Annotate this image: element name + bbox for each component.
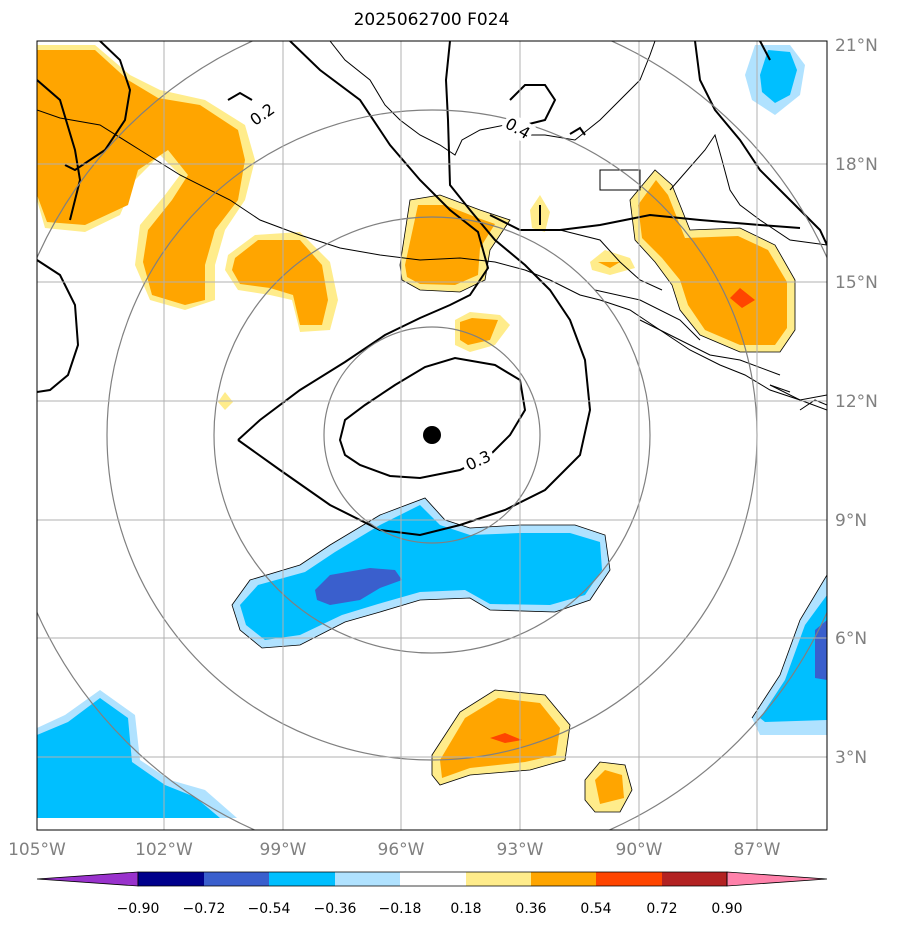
lon-tick: 102°W — [135, 840, 193, 860]
colorbar-tick: 0.90 — [711, 901, 742, 917]
lat-tick: 18°N — [835, 155, 878, 175]
colorbar-extend-low — [36, 871, 139, 887]
lon-tick: 105°W — [8, 840, 66, 860]
colorbar-segment — [662, 872, 727, 886]
colorbar-tick: −0.36 — [314, 901, 357, 917]
map-frame — [36, 40, 828, 831]
colorbar-tick: 0.18 — [450, 901, 481, 917]
colorbar-segment — [400, 872, 466, 886]
colorbar-tick: 0.72 — [646, 901, 677, 917]
lat-tick: 21°N — [835, 36, 878, 56]
coastlines — [37, 41, 827, 411]
contour-0-3 — [338, 356, 527, 480]
storm-center-marker — [423, 426, 441, 444]
colorbar-segment — [269, 872, 335, 886]
lat-tick: 15°N — [835, 273, 878, 293]
lon-tick: 99°W — [260, 840, 307, 860]
lat-tick: 12°N — [835, 392, 878, 412]
colorbar-tick: 0.54 — [580, 901, 611, 917]
colorbar-segment — [531, 872, 596, 886]
colorbar-tick-labels: −0.90 −0.72 −0.54 −0.36 −0.18 0.18 0.36 … — [117, 901, 743, 917]
map-title: 2025062700 F024 — [353, 10, 510, 30]
lon-tick-labels: 105°W 102°W 99°W 96°W 93°W 90°W 87°W — [8, 840, 781, 860]
colorbar-tick: −0.72 — [183, 901, 226, 917]
mexico-coast — [37, 109, 827, 411]
lat-tick-labels: 21°N 18°N 15°N 12°N 9°N 6°N 3°N — [835, 36, 878, 768]
lon-tick: 87°W — [734, 840, 781, 860]
lon-tick: 96°W — [378, 840, 425, 860]
lat-tick: 6°N — [835, 629, 867, 649]
colorbar — [36, 871, 828, 887]
lon-tick: 90°W — [616, 840, 663, 860]
colorbar-tick: −0.54 — [248, 901, 291, 917]
colorbar-segment — [204, 872, 269, 886]
colorbar-tick: 0.36 — [515, 901, 546, 917]
lat-tick: 3°N — [835, 748, 867, 768]
colorbar-segment — [335, 872, 400, 886]
lon-tick: 93°W — [497, 840, 544, 860]
colorbar-tick: −0.90 — [117, 901, 160, 917]
gridlines — [37, 41, 827, 830]
colorbar-extend-high — [726, 871, 828, 887]
lat-tick: 9°N — [835, 511, 867, 531]
colorbar-segment — [466, 872, 531, 886]
colorbar-tick: −0.18 — [379, 901, 422, 917]
colorbar-segment — [596, 872, 662, 886]
colorbar-segment — [138, 872, 204, 886]
thin-contours — [231, 169, 827, 813]
